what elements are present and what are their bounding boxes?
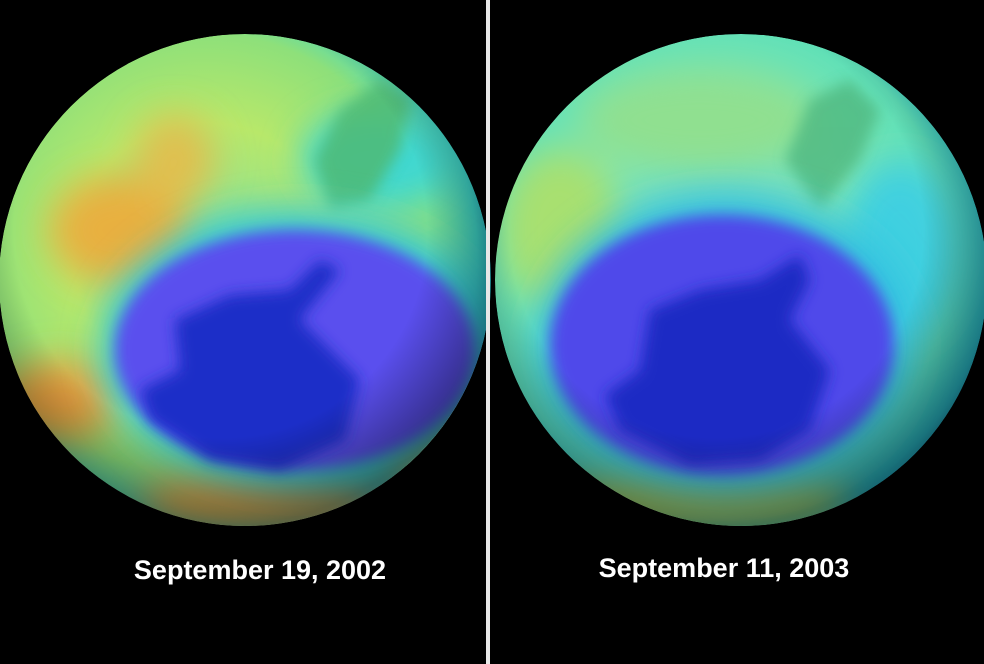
globe-2003 [495,34,984,526]
caption: September 19, 2002 [134,555,386,585]
caption: September 11, 2003 [599,553,850,583]
divider [486,0,490,664]
globe-2002 [0,34,491,526]
